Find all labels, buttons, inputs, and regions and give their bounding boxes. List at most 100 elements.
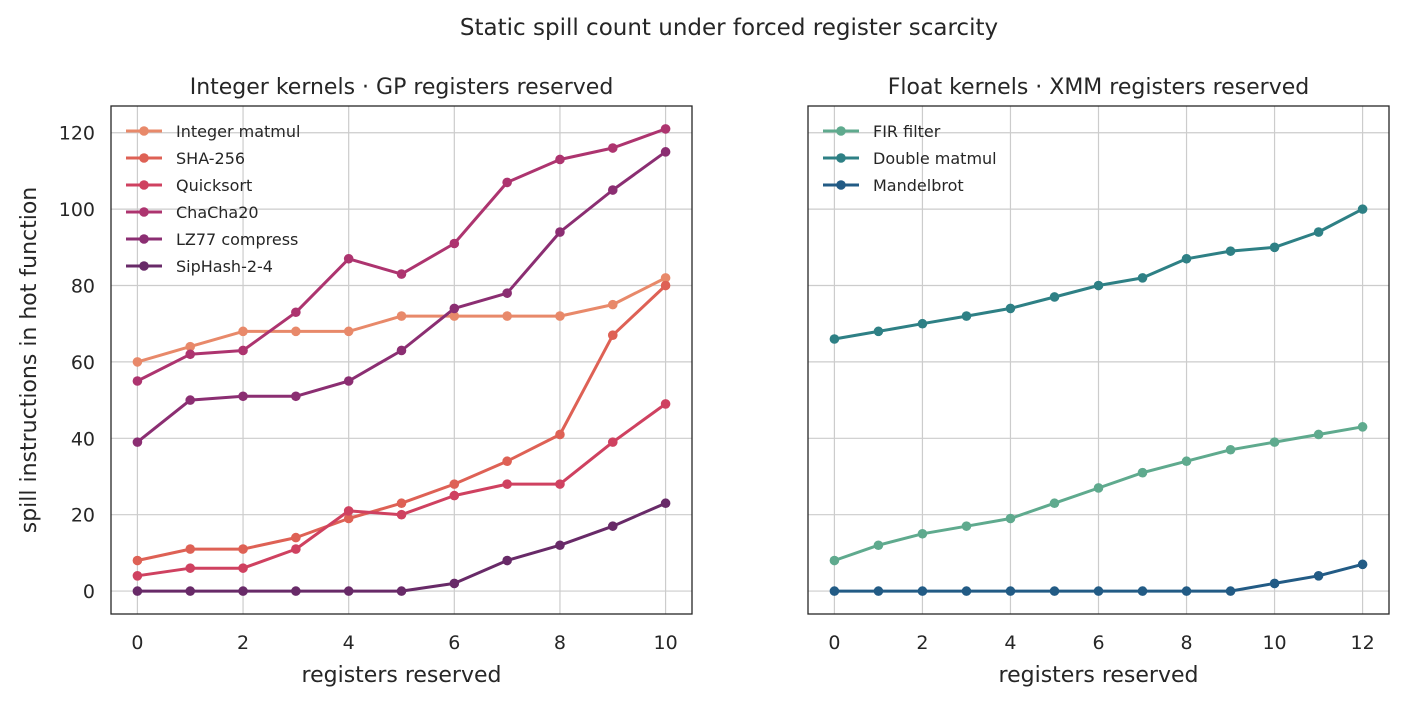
data-point — [291, 544, 301, 554]
data-point — [343, 513, 354, 524]
data-point — [1225, 246, 1236, 256]
data-point — [449, 490, 460, 501]
data-point — [607, 330, 618, 340]
data-point — [449, 311, 460, 321]
data-point — [185, 563, 196, 573]
data-point — [1005, 303, 1016, 314]
data-point — [291, 391, 301, 402]
data-point — [291, 586, 301, 596]
data-point — [132, 357, 143, 367]
x-tick-label: 8 — [1180, 632, 1192, 654]
data-point — [555, 429, 565, 440]
data-point — [607, 437, 618, 447]
data-point — [555, 540, 565, 551]
y-tick-label: 0 — [83, 581, 95, 603]
legend-swatch-marker — [139, 180, 149, 190]
data-point — [502, 479, 512, 489]
y-tick-label: 120 — [59, 123, 95, 145]
legend-swatch-marker — [836, 153, 846, 163]
data-point — [291, 307, 301, 318]
data-point — [396, 586, 407, 596]
data-point — [660, 273, 671, 283]
data-point — [185, 544, 196, 554]
data-point — [961, 311, 972, 321]
data-point — [607, 521, 618, 531]
x-tick-label: 10 — [1262, 632, 1286, 654]
data-point — [502, 456, 512, 467]
data-point — [343, 376, 354, 386]
data-point — [1137, 586, 1148, 596]
data-point — [1005, 513, 1016, 524]
data-point — [917, 586, 928, 596]
data-point — [555, 227, 565, 237]
data-point — [1181, 253, 1192, 264]
data-point — [1313, 227, 1324, 237]
data-point — [396, 345, 407, 356]
axes-frame — [807, 105, 1390, 615]
data-point — [555, 154, 565, 165]
data-point — [829, 586, 840, 596]
data-point — [132, 555, 143, 566]
data-point — [961, 586, 972, 596]
x-tick-label: 8 — [554, 632, 566, 654]
data-point — [291, 532, 301, 543]
x-axis-label: registers reserved — [999, 663, 1199, 688]
data-point — [555, 311, 565, 321]
data-point — [1093, 280, 1104, 291]
x-tick-label: 2 — [237, 632, 249, 654]
data-point — [396, 498, 407, 509]
data-point — [1225, 586, 1236, 596]
data-point — [660, 147, 671, 157]
data-point — [829, 555, 840, 566]
data-point — [1313, 429, 1324, 440]
data-point — [1005, 586, 1016, 596]
data-point — [1137, 273, 1148, 283]
y-tick-label: 40 — [71, 428, 95, 450]
data-point — [449, 479, 460, 489]
data-point — [873, 326, 884, 337]
panel-title: Float kernels · XMM registers reserved — [888, 75, 1310, 100]
data-point — [132, 437, 143, 447]
data-point — [132, 571, 143, 581]
data-point — [917, 318, 928, 329]
data-point — [396, 311, 407, 321]
right-panel: 0 2 4 6 8 10 12 FIR filter Double matmul Mandelbr… — [807, 75, 1390, 688]
data-point — [238, 345, 248, 356]
legend-label: Integer matmul — [176, 122, 300, 141]
y-tick-label: 100 — [59, 199, 95, 221]
data-point — [1269, 437, 1280, 447]
data-point — [607, 185, 618, 195]
legend-swatch-marker — [139, 153, 149, 163]
data-point — [238, 544, 248, 554]
data-point — [1181, 456, 1192, 467]
x-axis-label: registers reserved — [302, 663, 502, 688]
data-point — [1269, 578, 1280, 589]
data-point — [132, 586, 143, 596]
data-point — [185, 586, 196, 596]
data-point — [917, 528, 928, 539]
data-point — [396, 269, 407, 279]
data-point — [238, 586, 248, 596]
legend-swatch-marker — [836, 126, 846, 136]
x-tick-label: 4 — [343, 632, 355, 654]
data-point — [660, 399, 671, 409]
data-point — [1049, 498, 1060, 509]
data-point — [238, 391, 248, 402]
data-point — [502, 311, 512, 321]
data-point — [607, 299, 618, 310]
legend-swatch-marker — [836, 180, 846, 190]
axes-frame — [110, 105, 693, 615]
series-line — [135, 150, 668, 444]
legend-label: Double matmul — [873, 149, 997, 168]
data-point — [291, 326, 301, 337]
data-point — [873, 586, 884, 596]
data-point — [343, 506, 354, 516]
data-point — [343, 253, 354, 264]
data-point — [660, 124, 671, 134]
data-point — [502, 177, 512, 188]
y-axis-label: spill instructions in hot function — [17, 187, 42, 534]
data-point — [396, 509, 407, 520]
data-point — [132, 376, 143, 386]
data-point — [660, 498, 671, 509]
data-point — [1357, 559, 1368, 570]
